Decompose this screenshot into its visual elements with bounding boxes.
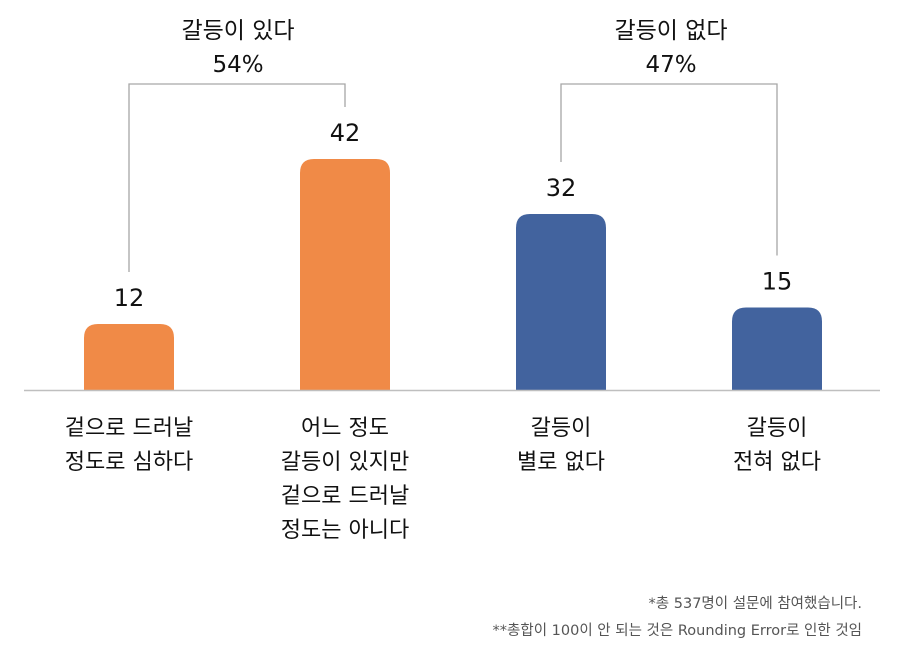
bar-3 <box>516 214 606 390</box>
bar-2 <box>300 159 390 390</box>
group-bracket-2 <box>560 83 778 256</box>
group-percent-no-conflict: 47% <box>645 52 697 78</box>
data-label-3: 32 <box>546 174 577 202</box>
data-label-1: 12 <box>114 284 145 312</box>
footnote-respondents: *총 537명이 설문에 참여했습니다. <box>648 596 862 612</box>
data-label-2: 42 <box>330 119 361 147</box>
category-label-1: 겉으로 드러날 정도로 심하다 <box>64 416 194 475</box>
group-title-conflict: 갈등이 있다 <box>181 18 295 44</box>
group-title-no-conflict: 갈등이 없다 <box>614 18 728 44</box>
category-label-2: 어느 정도 갈등이 있지만 겉으로 드러날 정도는 아니다 <box>280 416 410 543</box>
footnote-rounding: **총합이 100이 안 되는 것은 Rounding Error로 인한 것임 <box>492 623 862 639</box>
data-label-4: 15 <box>762 268 793 296</box>
category-label-4: 갈등이 전혀 없다 <box>733 416 821 475</box>
bar-1 <box>84 324 174 390</box>
bar-4 <box>732 307 822 390</box>
group-bracket-1 <box>128 83 346 272</box>
group-percent-conflict: 54% <box>212 52 264 78</box>
category-label-3: 갈등이 별로 없다 <box>517 416 605 475</box>
